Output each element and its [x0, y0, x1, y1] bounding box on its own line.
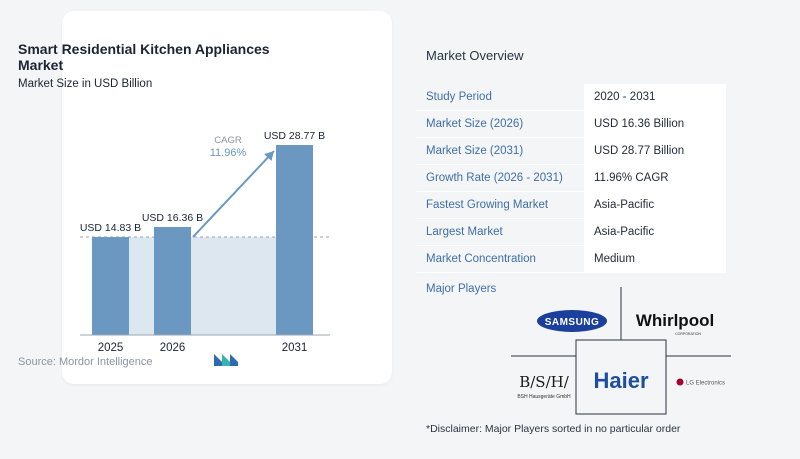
chart-subtitle: Market Size in USD Billion [18, 78, 153, 90]
overview-key: Largest Market [416, 219, 584, 245]
lg-logo-mark [676, 378, 684, 386]
chart-title: Smart Residential Kitchen Appliances Mar… [18, 41, 270, 73]
whirlpool-logo-subtext: CORPORATION [675, 332, 701, 336]
overview-row: Market Concentration Medium [416, 246, 726, 273]
overview-table: Study Period 2020 - 2031 Market Size (202… [416, 84, 726, 273]
overview-key: Study Period [416, 84, 584, 110]
whirlpool-logo-text: Whirlpool [636, 311, 714, 330]
overview-row: Market Size (2031) USD 28.77 Billion [416, 138, 726, 165]
overview-value: Asia-Pacific [584, 219, 726, 245]
cagr-arrow-line [192, 150, 275, 238]
lg-logo-text: LG Electronics [686, 381, 725, 387]
bar [276, 145, 313, 335]
overview-key: Market Size (2026) [416, 111, 584, 137]
overview-value: Medium [584, 246, 726, 272]
bsh-logo: B/S/H/ BSH Hausgeräte GmbH [517, 373, 571, 400]
cagr-value: 11.96% [210, 147, 247, 159]
bar [154, 226, 191, 335]
overview-value: 11.96% CAGR [584, 165, 726, 191]
overview-value: Asia-Pacific [584, 192, 726, 218]
players-title: Major Players [426, 283, 497, 295]
overview-row: Growth Rate (2026 - 2031) 11.96% CAGR [416, 165, 726, 192]
x-tick-label: 2031 [282, 342, 308, 354]
whirlpool-logo: Whirlpool CORPORATION [636, 311, 714, 336]
players-center-box [575, 339, 667, 415]
overview-key: Market Size (2031) [416, 138, 584, 164]
overview-row: Study Period 2020 - 2031 [416, 84, 726, 111]
overview-key: Fastest Growing Market [416, 192, 584, 218]
mordor-logo-icon [214, 354, 238, 366]
overview-key: Market Concentration [416, 246, 584, 272]
samsung-logo-text: SAMSUNG [545, 317, 600, 328]
bar-value-label: USD 14.83 B [80, 222, 141, 234]
haier-logo: Haier [593, 368, 648, 393]
overview-title: Market Overview [426, 48, 524, 63]
overview-row: Largest Market Asia-Pacific [416, 219, 726, 246]
bar [92, 237, 129, 335]
lg-logo: LG Electronics [676, 378, 725, 387]
bar-chart: USD 14.83 B 2025 USD 16.36 B 2026 USD 28.77 … [80, 130, 330, 354]
samsung-logo-ellipse [537, 310, 607, 332]
overview-key: Growth Rate (2026 - 2031) [416, 165, 584, 191]
bar-value-label: USD 28.77 B [264, 130, 325, 142]
overview-row: Market Size (2026) USD 16.36 Billion [416, 111, 726, 138]
overview-value: 2020 - 2031 [584, 84, 726, 110]
x-tick-label: 2026 [160, 342, 186, 354]
bsh-logo-subtext: BSH Hausgeräte GmbH [517, 394, 571, 400]
samsung-logo: SAMSUNG [537, 310, 607, 332]
overview-value: USD 28.77 Billion [584, 138, 726, 164]
source-text: Source: Mordor Intelligence [18, 356, 153, 368]
bar-value-label: USD 16.36 B [142, 212, 203, 224]
overview-row: Fastest Growing Market Asia-Pacific [416, 192, 726, 219]
x-tick-label: 2025 [98, 342, 124, 354]
cagr-arrow-head [264, 151, 274, 161]
cagr-label: CAGR [214, 135, 242, 146]
bsh-logo-text: B/S/H/ [519, 373, 569, 391]
overview-value: USD 16.36 Billion [584, 111, 726, 137]
disclaimer: *Disclaimer: Major Players sorted in no … [426, 423, 681, 435]
